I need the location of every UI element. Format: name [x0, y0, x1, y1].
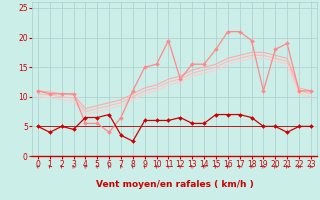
X-axis label: Vent moyen/en rafales ( km/h ): Vent moyen/en rafales ( km/h ): [96, 180, 253, 189]
